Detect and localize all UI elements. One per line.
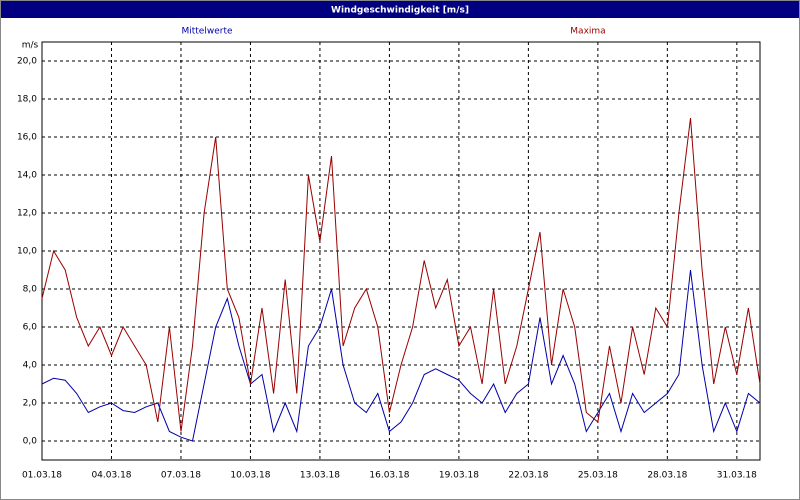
x-tick-label: 04.03.18 — [91, 471, 131, 481]
x-tick-label: 13.03.18 — [300, 471, 340, 481]
legend-entry: Mittelwerte — [181, 27, 232, 37]
y-tick-label: 10,0 — [17, 247, 37, 257]
x-tick-label: 16.03.18 — [369, 471, 409, 481]
y-tick-label: 20,0 — [17, 57, 37, 67]
x-tick-label: 10.03.18 — [230, 471, 270, 481]
x-tick-label: 07.03.18 — [161, 471, 201, 481]
y-tick-label: 6,0 — [23, 323, 38, 333]
x-tick-label: 28.03.18 — [647, 471, 687, 481]
chart-title: Windgeschwindigkeit [m/s] — [331, 6, 469, 16]
title-bar — [1, 1, 799, 18]
y-tick-label: 2,0 — [23, 399, 38, 409]
x-tick-label: 19.03.18 — [439, 471, 479, 481]
data-line — [41, 117, 761, 432]
y-tick-label: 18,0 — [17, 95, 37, 105]
y-tick-label: 0,0 — [23, 437, 38, 447]
x-tick-label: 25.03.18 — [578, 471, 618, 481]
x-tick-label: 22.03.18 — [508, 471, 548, 481]
y-tick-label: 4,0 — [23, 361, 38, 371]
y-tick-label: 12,0 — [17, 209, 37, 219]
legend-entry: Maxima — [570, 27, 605, 37]
y-axis-label: m/s — [22, 41, 39, 51]
y-tick-label: 16,0 — [17, 133, 37, 143]
y-tick-label: 8,0 — [23, 285, 38, 295]
x-tick-label: 01.03.18 — [22, 471, 62, 481]
data-line — [41, 269, 761, 442]
x-tick-label: 31.03.18 — [717, 471, 757, 481]
y-tick-label: 14,0 — [17, 171, 37, 181]
